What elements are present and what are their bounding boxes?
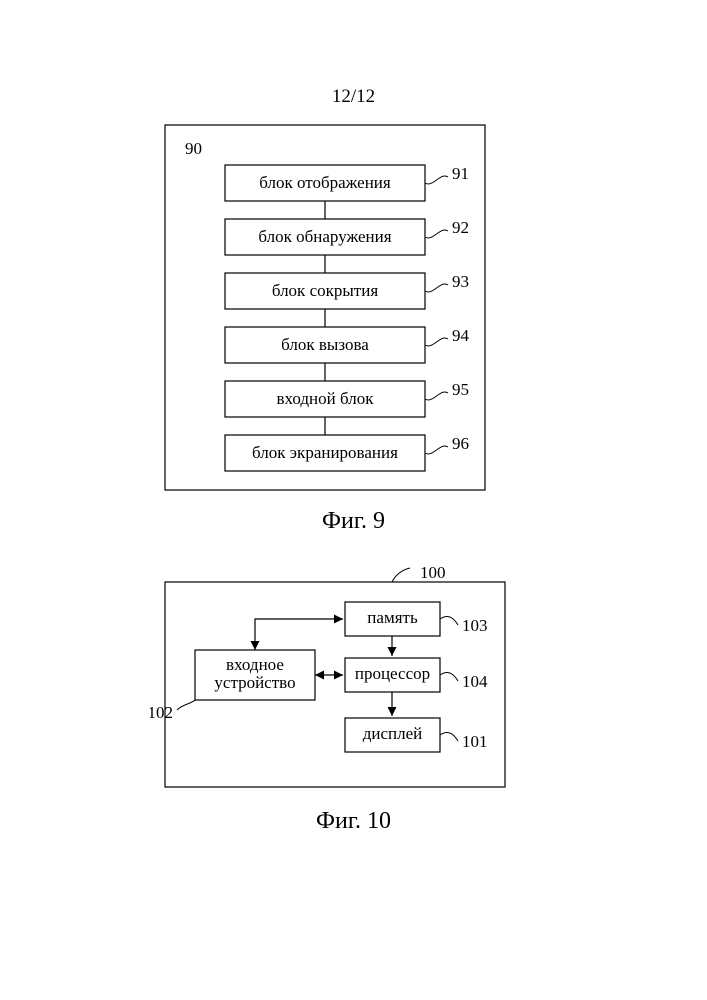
figure-10-caption: Фиг. 10 (0, 808, 707, 835)
svg-text:блок отображения: блок отображения (259, 173, 391, 192)
svg-text:дисплей: дисплей (363, 724, 423, 743)
svg-text:101: 101 (462, 732, 488, 751)
svg-text:90: 90 (185, 139, 202, 158)
svg-text:103: 103 (462, 616, 488, 635)
svg-text:91: 91 (452, 164, 469, 183)
svg-text:96: 96 (452, 434, 469, 453)
svg-text:процессор: процессор (355, 664, 430, 683)
svg-text:входноеустройство: входноеустройство (214, 655, 295, 692)
page-number: 12/12 (0, 86, 707, 108)
svg-text:блок экранирования: блок экранирования (252, 443, 398, 462)
svg-text:92: 92 (452, 218, 469, 237)
svg-text:блок вызова: блок вызова (281, 335, 369, 354)
svg-text:93: 93 (452, 272, 469, 291)
svg-text:входной блок: входной блок (277, 389, 375, 408)
svg-text:94: 94 (452, 326, 470, 345)
svg-text:память: память (367, 608, 418, 627)
svg-text:95: 95 (452, 380, 469, 399)
svg-text:блок обнаружения: блок обнаружения (258, 227, 391, 246)
svg-text:блок сокрытия: блок сокрытия (272, 281, 378, 300)
figure-10: 100 память 103 входноеустройство 102 процессо… (150, 560, 520, 800)
figure-9-caption: Фиг. 9 (0, 508, 707, 535)
svg-text:102: 102 (150, 703, 173, 722)
figure-9: 90 блок отображения 91 блок обнаружения 92 бл… (150, 115, 500, 500)
svg-text:100: 100 (420, 563, 446, 582)
svg-text:104: 104 (462, 672, 488, 691)
